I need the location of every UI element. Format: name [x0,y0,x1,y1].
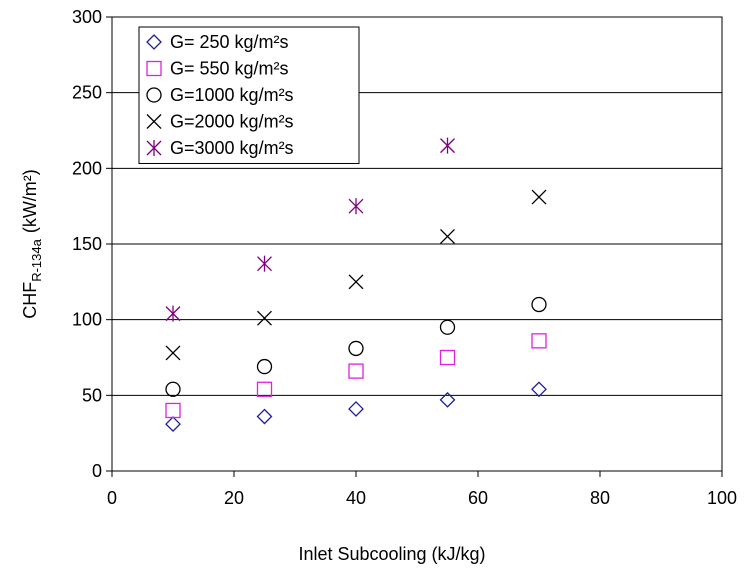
svg-text:CHFR-134a(kW/m²): CHFR-134a (kW/m²) [20,169,44,319]
legend-marker-x [146,114,162,129]
legend-marker-circle [146,87,162,103]
data-point-square [531,333,547,349]
legend-entry-label: G= 250 kg/m²s [170,32,289,52]
y-tick-label: 0 [92,461,102,481]
y-tick-label: 200 [72,158,102,178]
data-point-x [531,189,547,205]
y-axis-title-unit: (kW/m²) [20,169,40,233]
legend-entry-label: G=1000 kg/m²s [170,85,294,105]
data-point-diamond [531,381,547,398]
x-axis-title: Inlet Subcooling (kJ/kg) [298,544,485,564]
legend-entry-label: G=2000 kg/m²s [170,112,294,132]
x-tick-label: 40 [346,488,366,508]
data-point-asterisk [165,305,181,322]
y-axis-title-subscript: R-134a [29,238,44,281]
y-tick-label: 300 [72,7,102,27]
data-point-x [257,310,272,326]
y-tick-label: 50 [82,385,102,405]
y-axis-title: CHFR-134a (kW/m²) [20,169,44,319]
data-point-diamond [165,416,181,433]
data-point-circle [348,340,364,357]
data-point-asterisk [440,137,455,154]
data-point-asterisk [348,198,364,215]
y-tick-label: 150 [72,234,102,254]
data-point-diamond [439,391,456,408]
data-point-square [439,349,456,366]
data-point-circle [256,358,273,375]
y-tick-label: 250 [72,83,102,103]
data-point-circle [439,319,456,335]
x-tick-label: 60 [468,488,488,508]
x-tick-label: 20 [224,488,244,508]
legend-marker-diamond [146,34,162,50]
x-tick-label: 100 [707,488,737,508]
x-tick-label: 0 [107,488,117,508]
x-tick-label: 80 [590,488,610,508]
data-point-square [256,381,273,397]
data-point-x [165,345,181,361]
data-point-asterisk [257,255,272,272]
data-point-square [348,363,364,379]
y-axis-ticks: 0 50 100 150 200 250 300 [72,7,112,481]
legend: G= 250 kg/m²s G= 550 kg/m²s G=1000 kg/m²s G… [138,26,360,164]
data-point-x [440,228,455,244]
legend-box [138,26,360,164]
legend-marker-asterisk [146,140,162,156]
y-axis-title-main: CHF [20,282,40,319]
legend-entry-label: G=3000 kg/m²s [170,138,294,158]
data-point-x [348,274,364,290]
legend-marker-square [146,60,162,77]
y-tick-label: 100 [72,310,102,330]
legend-entry-label: G= 550 kg/m²s [170,59,289,79]
data-point-diamond [256,408,273,425]
data-point-diamond [348,401,364,417]
data-point-circle [531,296,547,313]
data-point-square [165,402,181,419]
x-axis-ticks: 0 20 40 60 80 100 [107,471,737,508]
data-point-circle [165,381,181,397]
data-points [165,137,547,433]
